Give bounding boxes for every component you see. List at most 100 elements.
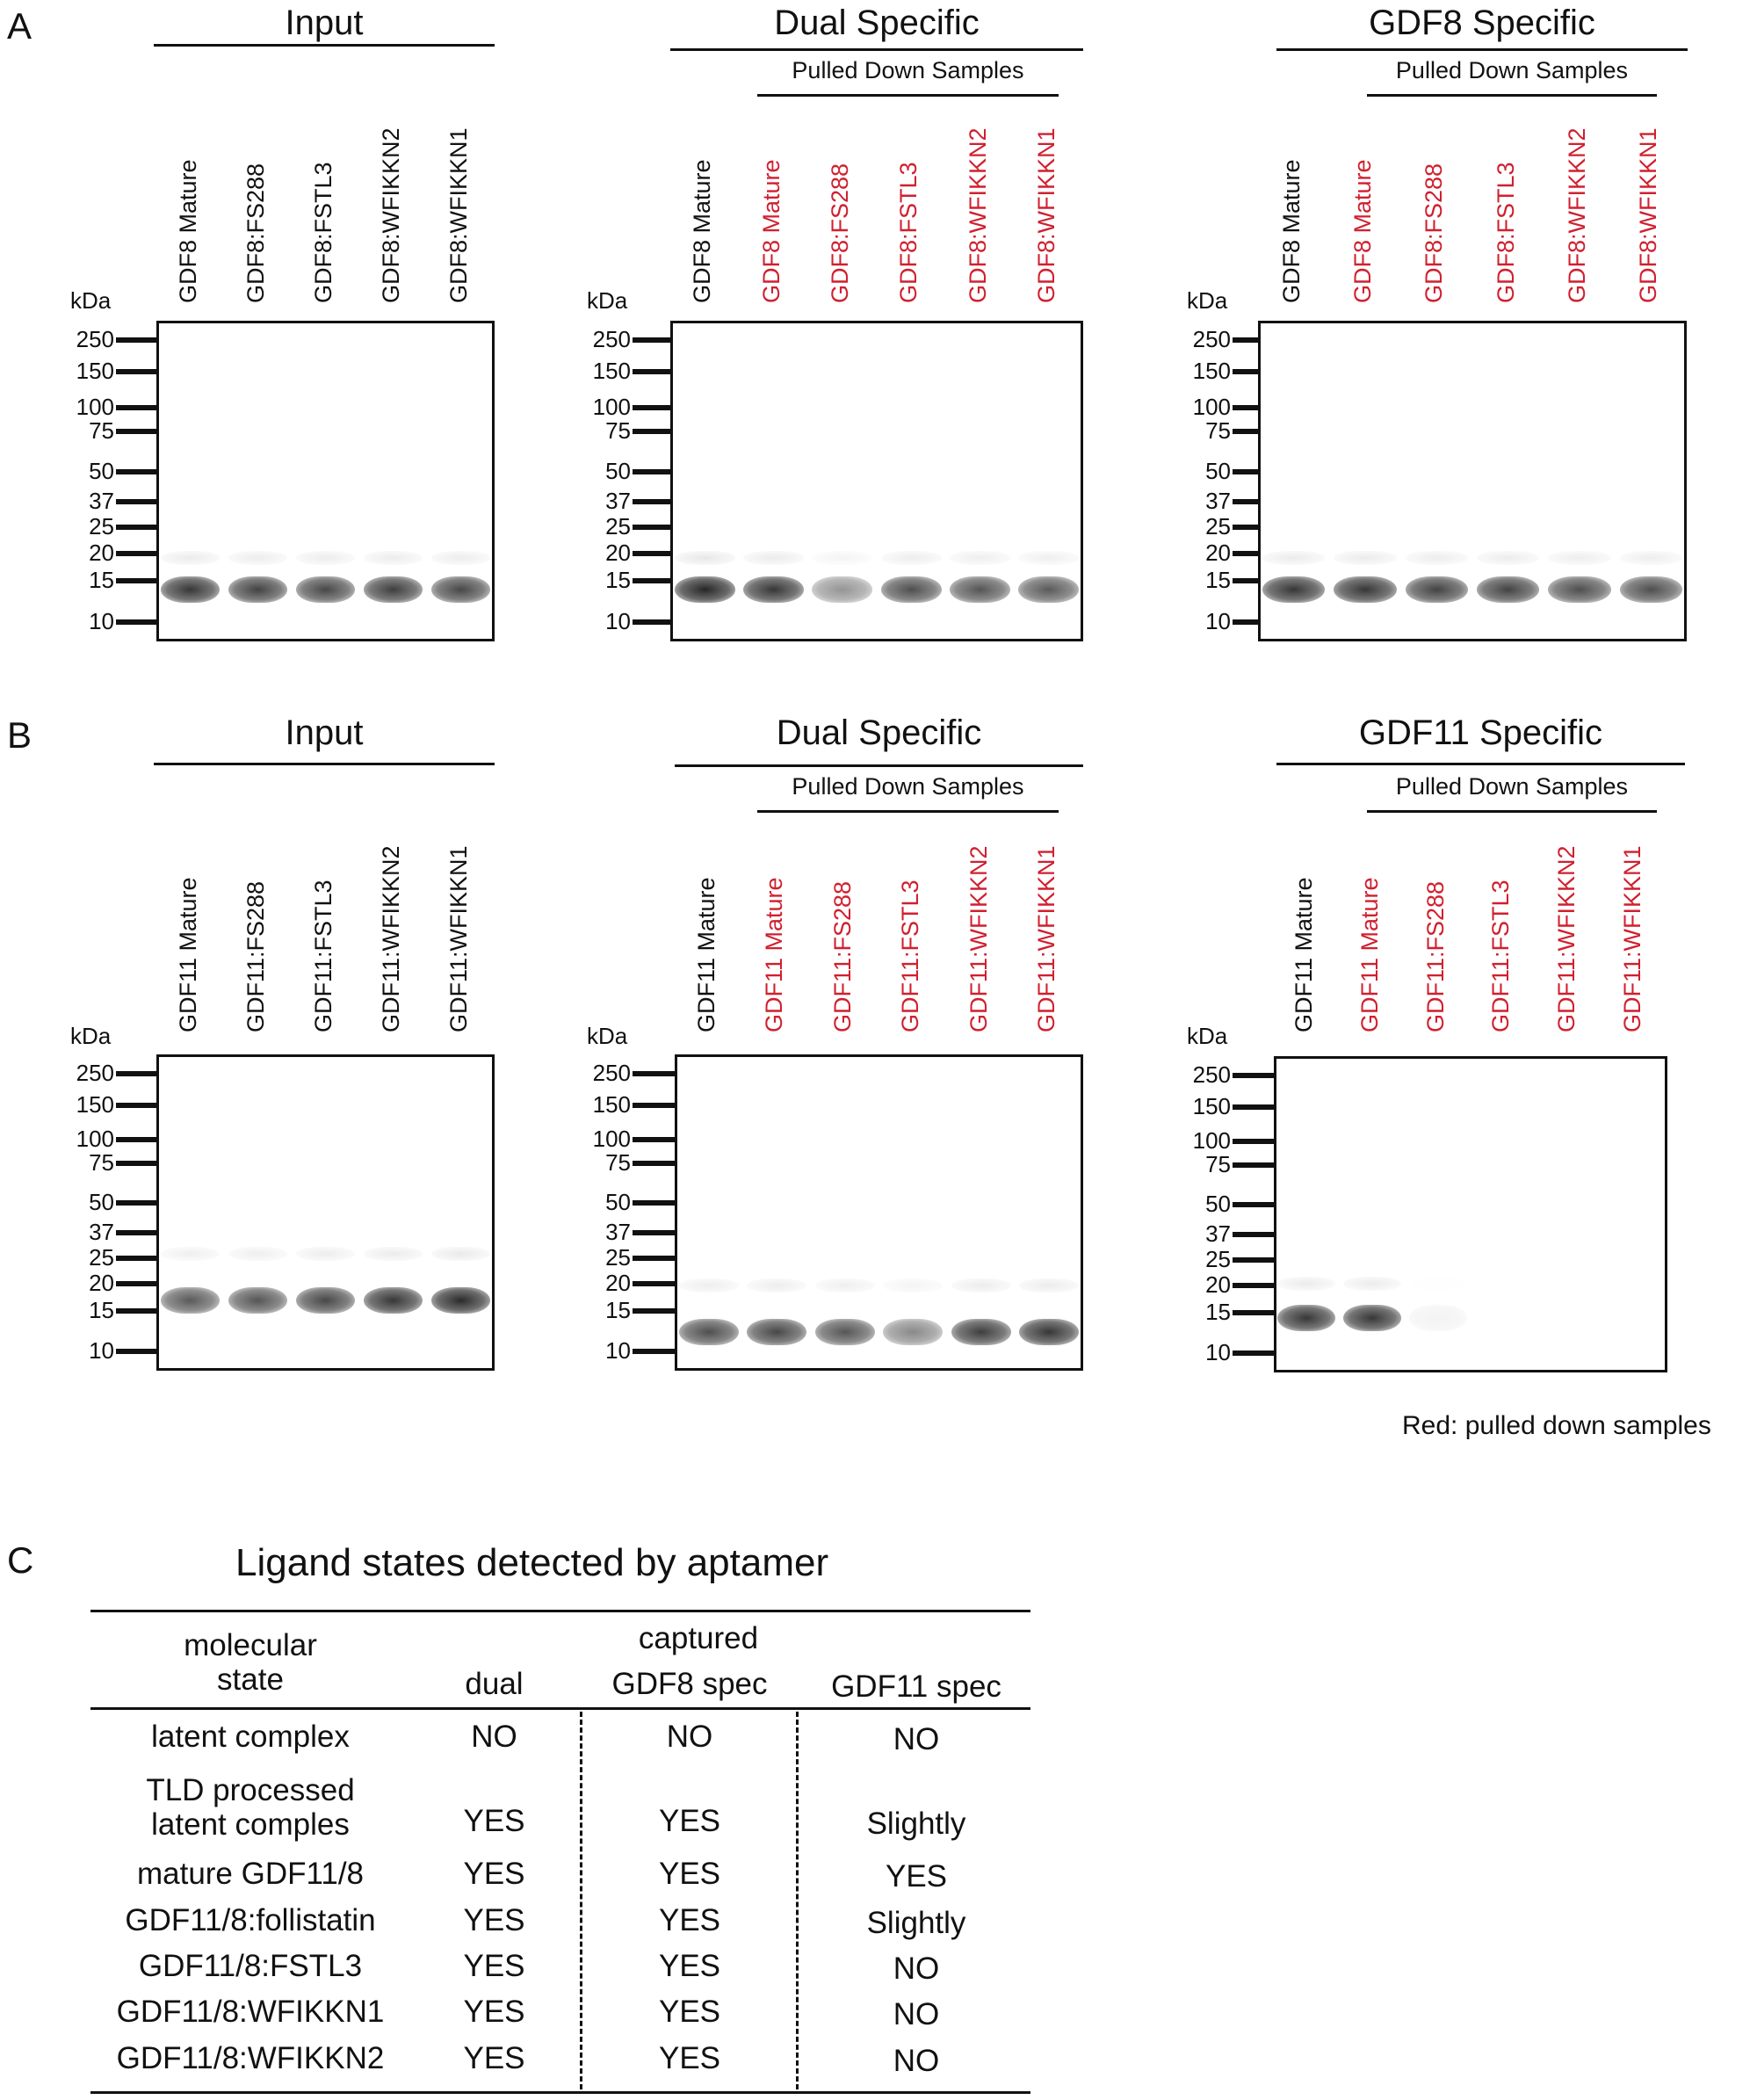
table-row-gdf11: Slightly (866, 1906, 966, 1940)
panelb-specific-lane-label: GDF11:FS288 (1421, 880, 1449, 1032)
panela-dual-mw-tick (633, 499, 672, 505)
panelb-dual-mw-marker: 20 (605, 1270, 631, 1296)
panelb-input-mw-tick (116, 1070, 158, 1076)
panela-input-title: Input (285, 4, 364, 42)
panelb-input-faint-band (363, 1246, 423, 1261)
panela-specific-mw-marker: 50 (1205, 457, 1231, 484)
panelb-specific-band (1408, 1304, 1467, 1331)
panela-specific-lane-label: GDF8:FS288 (1421, 163, 1448, 303)
table-bottom-rule (90, 2091, 1030, 2094)
panel-c-label: C (7, 1539, 34, 1581)
panel-a-label: A (7, 5, 33, 47)
panelb-input-lane-label: GDF11:WFIKKN2 (377, 845, 404, 1032)
panelb-dual-lane-label: GDF11:WFIKKN2 (965, 845, 992, 1032)
panelb-input-kda-label: kDa (70, 1023, 112, 1049)
panela-input-mw-marker: 250 (76, 325, 114, 352)
panela-input-mw-marker: 150 (76, 358, 114, 385)
panelb-dual-mw-marker: 250 (592, 1059, 631, 1086)
panelb-input-mw-marker: 37 (89, 1219, 114, 1246)
panelb-specific-pulled-down-label: Pulled Down Samples (1395, 773, 1629, 800)
panelb-dual-mw-tick (633, 1307, 676, 1314)
panelb-dual-mw-marker: 10 (605, 1337, 631, 1365)
panela-input-mw-marker: 25 (89, 513, 114, 540)
panela-input-kda-label: kDa (70, 287, 112, 314)
panelb-dual-band (814, 1318, 875, 1345)
header-dual: dual (465, 1667, 524, 1701)
panela-specific-mw-tick (1233, 619, 1260, 626)
panelb-dual-mw-tick (633, 1256, 676, 1262)
table-divider-1 (580, 1712, 582, 2089)
panela-input-mw-marker: 37 (89, 488, 114, 515)
panela-specific-mw-tick (1233, 550, 1260, 556)
panelb-input-lane-label: GDF11:FS288 (242, 880, 269, 1032)
panelb-specific-band (1343, 1304, 1401, 1331)
table-row-dual: YES (463, 2041, 525, 2075)
panela-input-mw-tick (116, 369, 158, 375)
table-row-dual: YES (463, 1903, 525, 1937)
panela-dual-mw-tick (633, 337, 672, 343)
panelb-dual-lane-label: GDF11 Mature (692, 877, 719, 1032)
panelb-input-mw-marker: 50 (89, 1189, 114, 1216)
panelb-specific-mw-marker: 15 (1205, 1298, 1231, 1325)
panelb-input-mw-tick (116, 1200, 158, 1206)
table-divider-2 (796, 1712, 799, 2089)
panelb-dual-faint-band (747, 1278, 807, 1293)
panelb-dual-lane-label: GDF11 Mature (761, 877, 788, 1032)
panela-dual-mw-tick (633, 619, 672, 626)
panelb-input-lane-label: GDF11:FSTL3 (309, 880, 336, 1032)
panela-specific-mw-tick (1233, 337, 1260, 343)
panelb-dual-mw-marker: 150 (592, 1090, 631, 1118)
panela-dual-kda-label: kDa (587, 287, 628, 314)
panela-input-mw-marker: 20 (89, 539, 114, 566)
panela-input-mw-tick (116, 619, 158, 626)
panela-specific-mw-marker: 10 (1205, 608, 1231, 635)
panela-input-mw-tick (116, 499, 158, 505)
table-top-rule (90, 1610, 1030, 1612)
panelb-dual-band (951, 1318, 1011, 1345)
panela-specific-mw-tick (1233, 428, 1260, 434)
panela-dual-mw-marker: 15 (605, 566, 631, 593)
panela-specific-band (1476, 576, 1540, 603)
panela-dual-mw-tick (633, 404, 672, 410)
table-row-gdf11: Slightly (866, 1807, 966, 1841)
panela-specific-mw-marker: 75 (1205, 416, 1231, 444)
panela-specific-kda-label: kDa (1187, 287, 1228, 314)
panela-dual-faint-band (950, 551, 1010, 566)
panela-input-mw-tick (116, 550, 158, 556)
panelb-dual-mw-marker: 75 (605, 1149, 631, 1177)
panela-dual-lane-label: GDF8:WFIKKN2 (964, 127, 991, 303)
panelb-input-mw-marker: 150 (76, 1090, 114, 1118)
panela-specific-title: GDF8 Specific (1369, 4, 1595, 42)
panelb-input-lane-label: GDF11:WFIKKN1 (445, 845, 472, 1032)
panelb-specific-blot (1274, 1056, 1667, 1372)
panelb-input-mw-marker: 15 (89, 1296, 114, 1323)
panela-dual-band (880, 576, 942, 603)
table-row-state: mature GDF11/8 (136, 1857, 365, 1891)
panela-specific-faint-band (1548, 551, 1611, 566)
panela-specific-lane-label: GDF8 Mature (1277, 159, 1305, 303)
panela-input-title-rule (154, 44, 495, 47)
panelb-dual-mw-marker: 25 (605, 1244, 631, 1271)
panela-input-faint-band (430, 551, 491, 566)
panelb-input-title: Input (285, 713, 364, 752)
panelb-input-mw-marker: 25 (89, 1244, 114, 1271)
panelb-specific-mw-tick (1233, 1162, 1276, 1169)
panelb-specific-title-rule (1276, 763, 1685, 765)
panela-specific-faint-band (1405, 551, 1469, 566)
panela-dual-mw-tick (633, 525, 672, 531)
table-row-gdf11: NO (893, 2044, 940, 2078)
panelb-dual-mw-marker: 100 (592, 1126, 631, 1153)
table-row-state: GDF11/8:WFIKKN2 (116, 2041, 385, 2075)
panela-dual-title-rule (670, 48, 1083, 51)
panela-input-faint-band (160, 551, 221, 566)
panelb-specific-kda-label: kDa (1187, 1023, 1228, 1049)
panela-specific-faint-band (1476, 551, 1540, 566)
panela-dual-mw-tick (633, 428, 672, 434)
panela-input-mw-marker: 50 (89, 457, 114, 484)
panelb-input-mw-tick (116, 1307, 158, 1314)
panela-input-mw-tick (116, 577, 158, 583)
panelb-specific-faint-band (1408, 1277, 1467, 1292)
panela-dual-faint-band (1018, 551, 1080, 566)
panelb-dual-lane-label: GDF11:WFIKKN1 (1033, 845, 1060, 1032)
header-gdf8-spec: GDF8 spec (611, 1667, 768, 1701)
